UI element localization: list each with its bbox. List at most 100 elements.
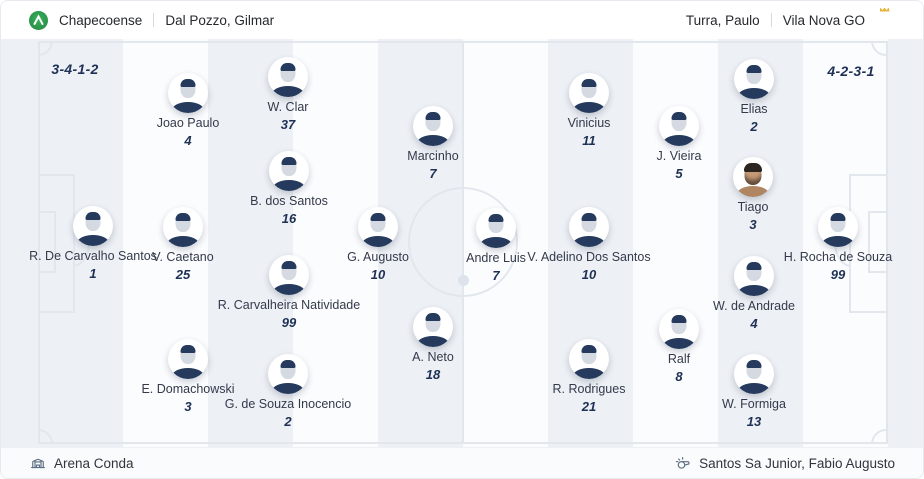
avatar-hair — [370, 213, 386, 221]
player-number: 21 — [581, 398, 597, 414]
player-marker[interactable]: Tiago 3 — [665, 157, 841, 232]
player-marker[interactable]: A. Neto 18 — [345, 307, 521, 382]
player-name: W. Formiga — [722, 397, 786, 411]
player-number: 99 — [281, 314, 297, 330]
avatar-hair — [746, 65, 762, 73]
player-name: J. Vieira — [656, 149, 702, 163]
player-marker[interactable]: V. Caetano 25 — [95, 207, 271, 282]
away-team-name[interactable]: Vila Nova GO — [782, 12, 865, 28]
home-formation-label: 3-4-1-2 — [51, 61, 99, 77]
home-team-name[interactable]: Chapecoense — [59, 12, 143, 28]
avatar-jersey — [167, 236, 199, 247]
player-number: 16 — [281, 210, 297, 226]
player-number: 18 — [425, 366, 441, 382]
avatar-hair — [581, 213, 597, 221]
avatar-jersey — [480, 237, 512, 248]
player-marker[interactable]: G. de Souza Inocencio 2 — [200, 354, 376, 429]
player-number: 13 — [746, 413, 762, 429]
player-name: V. Caetano — [152, 250, 214, 264]
avatar-jersey — [738, 88, 770, 99]
player-marker[interactable]: Elias 2 — [666, 59, 842, 134]
player-marker[interactable]: W. Formiga 13 — [666, 354, 842, 429]
officials-item: Santos Sa Junior, Fabio Augusto — [674, 454, 895, 472]
player-name: A. Neto — [412, 350, 454, 364]
player-avatar — [168, 73, 208, 113]
avatar-jersey — [663, 135, 695, 146]
player-marker[interactable]: E. Domachowski 3 — [100, 339, 276, 414]
player-avatar — [358, 207, 398, 247]
player-avatar — [734, 256, 774, 296]
player-name: V. Adelino Dos Santos — [527, 250, 651, 264]
player-name: Tiago — [737, 200, 769, 214]
avatar-jersey — [77, 235, 109, 246]
player-avatar — [413, 307, 453, 347]
player-marker[interactable]: B. dos Santos 16 — [201, 151, 377, 226]
home-team-header: Chapecoense Dal Pozzo, Gilmar — [29, 10, 274, 30]
avatar-jersey — [272, 86, 304, 97]
goal-area-left — [38, 211, 56, 273]
avatar-hair — [180, 345, 196, 353]
avatar-hair — [175, 213, 191, 221]
avatar-jersey — [738, 383, 770, 394]
avatar-jersey — [417, 336, 449, 347]
avatar-jersey — [417, 135, 449, 146]
player-marker[interactable]: Joao Paulo 4 — [100, 73, 276, 148]
player-avatar — [734, 354, 774, 394]
officials-names: Santos Sa Junior, Fabio Augusto — [699, 455, 895, 471]
avatar-hair — [581, 345, 597, 353]
player-number: 7 — [492, 267, 500, 283]
player-number: 99 — [830, 266, 846, 282]
player-marker[interactable]: W. Clar 37 — [200, 57, 376, 132]
avatar-jersey — [738, 285, 770, 296]
away-team-header: Turra, Paulo Vila Nova GO — [686, 7, 895, 30]
player-avatar — [733, 157, 773, 197]
home-team-logo[interactable] — [29, 10, 48, 30]
avatar-hair — [581, 79, 597, 87]
player-name: R. De Carvalho Santos — [29, 249, 157, 263]
player-marker[interactable]: G. Augusto 10 — [290, 207, 466, 282]
avatar-hair — [425, 112, 441, 120]
player-name: E. Domachowski — [141, 382, 235, 396]
player-name: Marcinho — [407, 149, 459, 163]
player-marker[interactable]: R. De Carvalho Santos 1 — [5, 206, 181, 281]
player-marker[interactable]: H. Rocha de Souza 99 — [750, 207, 923, 282]
avatar-hair — [830, 213, 846, 221]
player-avatar — [163, 207, 203, 247]
player-number: 4 — [184, 132, 192, 148]
player-marker[interactable]: Andre Luis 7 — [408, 208, 584, 283]
player-marker[interactable]: Vinicius 11 — [501, 73, 677, 148]
player-number: 4 — [750, 315, 758, 331]
player-marker[interactable]: R. Carvalheira Natividade 99 — [201, 255, 377, 330]
whistle-icon — [674, 454, 692, 472]
avatar-jersey — [362, 236, 394, 247]
player-name: Joao Paulo — [156, 116, 220, 130]
stadium-icon — [29, 454, 47, 472]
player-number: 2 — [284, 413, 292, 429]
player-marker[interactable]: Ralf 8 — [591, 309, 767, 384]
player-avatar — [73, 206, 113, 246]
player-marker[interactable]: J. Vieira 5 — [591, 106, 767, 181]
avatar-jersey — [573, 102, 605, 113]
player-name: Andre Luis — [466, 251, 526, 265]
player-avatar — [734, 59, 774, 99]
player-avatar — [659, 309, 699, 349]
player-marker[interactable]: V. Adelino Dos Santos 10 — [501, 207, 677, 282]
header-divider — [153, 13, 155, 27]
crown-icon — [879, 7, 890, 12]
player-marker[interactable]: W. de Andrade 4 — [666, 256, 842, 331]
player-marker[interactable]: Marcinho 7 — [345, 106, 521, 181]
player-marker[interactable]: R. Rodrigues 21 — [501, 339, 677, 414]
away-team-logo[interactable] — [876, 7, 895, 30]
avatar-hair — [280, 63, 296, 71]
avatar-hair — [746, 360, 762, 368]
avatar-jersey — [273, 180, 305, 191]
player-avatar — [269, 151, 309, 191]
avatar-hair — [488, 214, 504, 222]
player-name: R. Carvalheira Natividade — [217, 298, 361, 312]
player-number: 10 — [581, 266, 597, 282]
player-name: Elias — [740, 102, 768, 116]
header: Chapecoense Dal Pozzo, Gilmar Turra, Pau… — [1, 1, 923, 39]
avatar-hair — [281, 157, 297, 165]
venue-item: Arena Conda — [29, 454, 134, 472]
center-circle — [408, 187, 518, 297]
